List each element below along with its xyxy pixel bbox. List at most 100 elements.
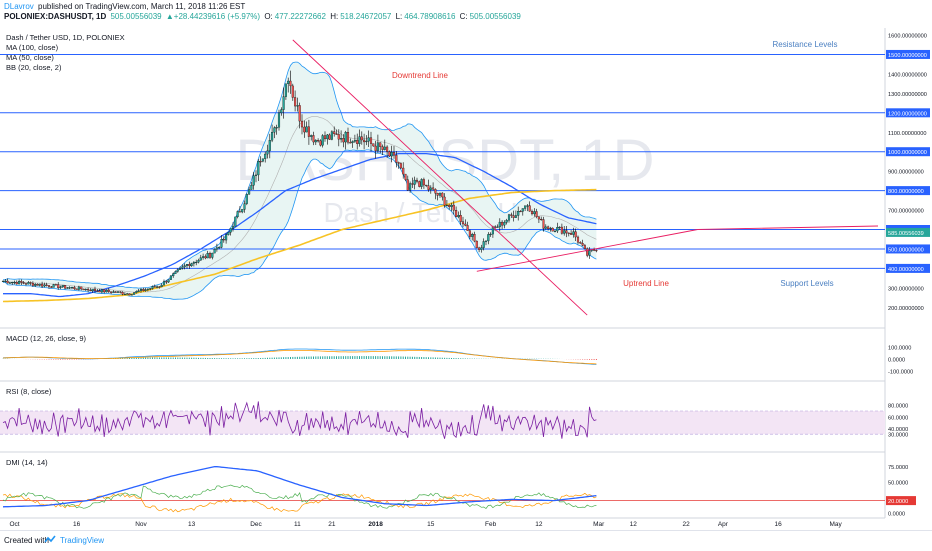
candle-body [80,286,83,290]
candle-body [259,161,262,163]
candle-body [280,109,283,114]
candle-body [374,145,377,151]
macd-tick-label: 100.0000 [888,346,911,352]
candle-body [544,226,547,229]
footer: Created with TradingView [0,530,932,551]
candle-body [105,289,108,293]
candle-body [512,215,515,218]
candle-body [24,283,28,285]
price-tag-label: 400.00000000 [888,267,924,273]
candle-body [537,216,540,220]
candle-body [248,189,251,195]
tradingview-brand[interactable]: TradingView [60,536,105,545]
time-tick-label: Nov [135,521,147,528]
price-tag-bg [886,49,930,59]
rsi-label[interactable]: RSI (8, close) [6,387,52,396]
candle-body [192,262,195,264]
candle-body [549,227,552,230]
candle-body [501,221,504,226]
candle-body [395,155,398,163]
candle-body [480,247,483,250]
candle-body [427,185,430,190]
candle-body [238,211,241,213]
candle-body [567,232,570,234]
price-tag-label: 1000.00000000 [888,150,927,156]
price-tick-label: 1600.00000000 [888,34,927,40]
candle-body [570,233,573,235]
candle-body [593,249,596,251]
candle-body [70,287,74,289]
legend-ma50[interactable]: MA (50, close) [6,53,54,62]
candle-body [459,215,462,222]
time-tick-label: Dec [250,521,262,528]
candle-body [146,288,149,290]
candle-body [494,226,497,228]
candle-body [64,285,67,289]
candle-body [222,239,225,241]
candle-body [188,264,191,267]
candle-body [34,284,37,286]
adx-line [2,465,597,508]
candle-body [57,284,60,288]
price-tag-bg [886,263,930,273]
candle-body [503,222,506,226]
candle-body [130,294,133,296]
candle-body [471,234,474,237]
candle-body [379,142,382,147]
candle-body [271,132,274,141]
candle-body [505,219,508,223]
candle-body [61,285,64,288]
candle-body [576,236,580,243]
candle-body [524,205,527,209]
support-annotation: Support Levels [780,279,833,288]
candle-body [344,131,347,143]
ohlc-line: POLONIEX:DASHUSDT, 1D 505.00556039 ▲+28.… [4,12,523,21]
uptrend-annotation: Uptrend Line [623,279,669,288]
candle-body [287,80,290,84]
candle-body [22,282,25,284]
price-tag-bg [886,147,930,157]
candle-body [358,136,361,144]
candle-body [340,138,343,140]
candle-body [441,192,444,198]
candle-body [335,133,338,135]
candle-body [121,292,124,295]
time-tick-label: Apr [718,521,729,528]
candle-body [275,127,278,129]
author-link[interactable]: DLavrov [4,2,34,11]
candle-body [167,279,170,283]
macd-label[interactable]: MACD (12, 26, close, 9) [6,334,87,343]
candle-body [289,80,292,87]
dmi-tick-label: 0.0000 [888,512,905,518]
candle-body [404,173,407,180]
candle-body [206,253,209,259]
candle-body [328,134,331,140]
candle-body [365,140,368,143]
candle-body [330,131,333,140]
candle-body [36,284,39,286]
candle-body [20,281,23,283]
candle-body [535,211,538,217]
time-tick-label: Oct [9,521,19,528]
dmi-level-tag: 20.0000 [888,499,908,505]
legend-bb[interactable]: BB (20, close, 2) [6,63,62,72]
candle-body [47,285,51,287]
candle-body [367,137,370,142]
created-with-text: Created with [4,536,49,545]
dmi-label[interactable]: DMI (14, 14) [6,458,48,467]
candle-body [372,143,375,147]
candle-body [54,284,57,286]
uptrend-line [476,229,698,272]
candle-body [392,152,396,156]
legend-ma100[interactable]: MA (100, close) [6,43,59,52]
price-tag-bg [886,244,930,254]
resistance-annotation: Resistance Levels [773,40,838,49]
candle-body [6,280,9,284]
candle-body [434,189,437,194]
candle-body [112,291,115,293]
candle-body [321,135,324,146]
candle-body [369,137,373,144]
candle-body [1,280,5,283]
candle-body [390,152,393,157]
candle-body [195,261,198,264]
